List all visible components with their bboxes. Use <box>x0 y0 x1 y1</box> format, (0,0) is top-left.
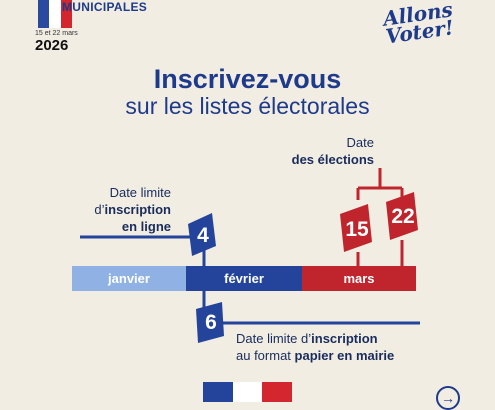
online-label-line3: en ligne <box>121 219 171 234</box>
badge-6 <box>196 302 224 343</box>
elections-label: Date des élections <box>292 134 374 168</box>
online-deadline-day: 4 <box>197 224 209 247</box>
badge-4 <box>188 213 216 256</box>
election-day-1: 15 <box>345 218 369 241</box>
page-subtitle: sur les listes électorales <box>125 93 370 119</box>
badge-15 <box>340 204 372 252</box>
month-march: mars <box>302 266 416 291</box>
timeline-graphic <box>80 168 420 343</box>
month-january: janvier <box>72 266 186 291</box>
online-label-line2: d’inscription <box>94 202 171 217</box>
arrow-right-icon: → <box>441 390 455 406</box>
page-title: Inscrivez-vous <box>153 64 342 94</box>
paper-deadline-day: 6 <box>205 311 217 334</box>
elections-label-line1: Date <box>346 135 374 150</box>
election-name: MUNICIPALES <box>62 0 148 14</box>
election-dates: 15 et 22 mars <box>35 30 78 37</box>
next-slide-button[interactable]: → <box>436 386 460 410</box>
election-day-2: 22 <box>391 205 415 228</box>
french-flag-icon <box>38 0 72 28</box>
election-year: 2026 <box>35 37 69 54</box>
month-february: février <box>186 266 302 291</box>
paper-deadline-label: Date limite d’inscription au format papi… <box>236 330 394 364</box>
online-deadline-label: Date limite d’inscription en ligne <box>94 184 171 235</box>
online-label-line1: Date limite <box>109 185 171 200</box>
elections-label-line2: des élections <box>291 152 374 167</box>
paper-label-line1: Date limite d’inscription <box>236 331 378 346</box>
badge-22 <box>386 192 418 240</box>
marianne-logo-icon <box>203 382 292 402</box>
paper-label-line2: au format papier en mairie <box>236 348 395 363</box>
